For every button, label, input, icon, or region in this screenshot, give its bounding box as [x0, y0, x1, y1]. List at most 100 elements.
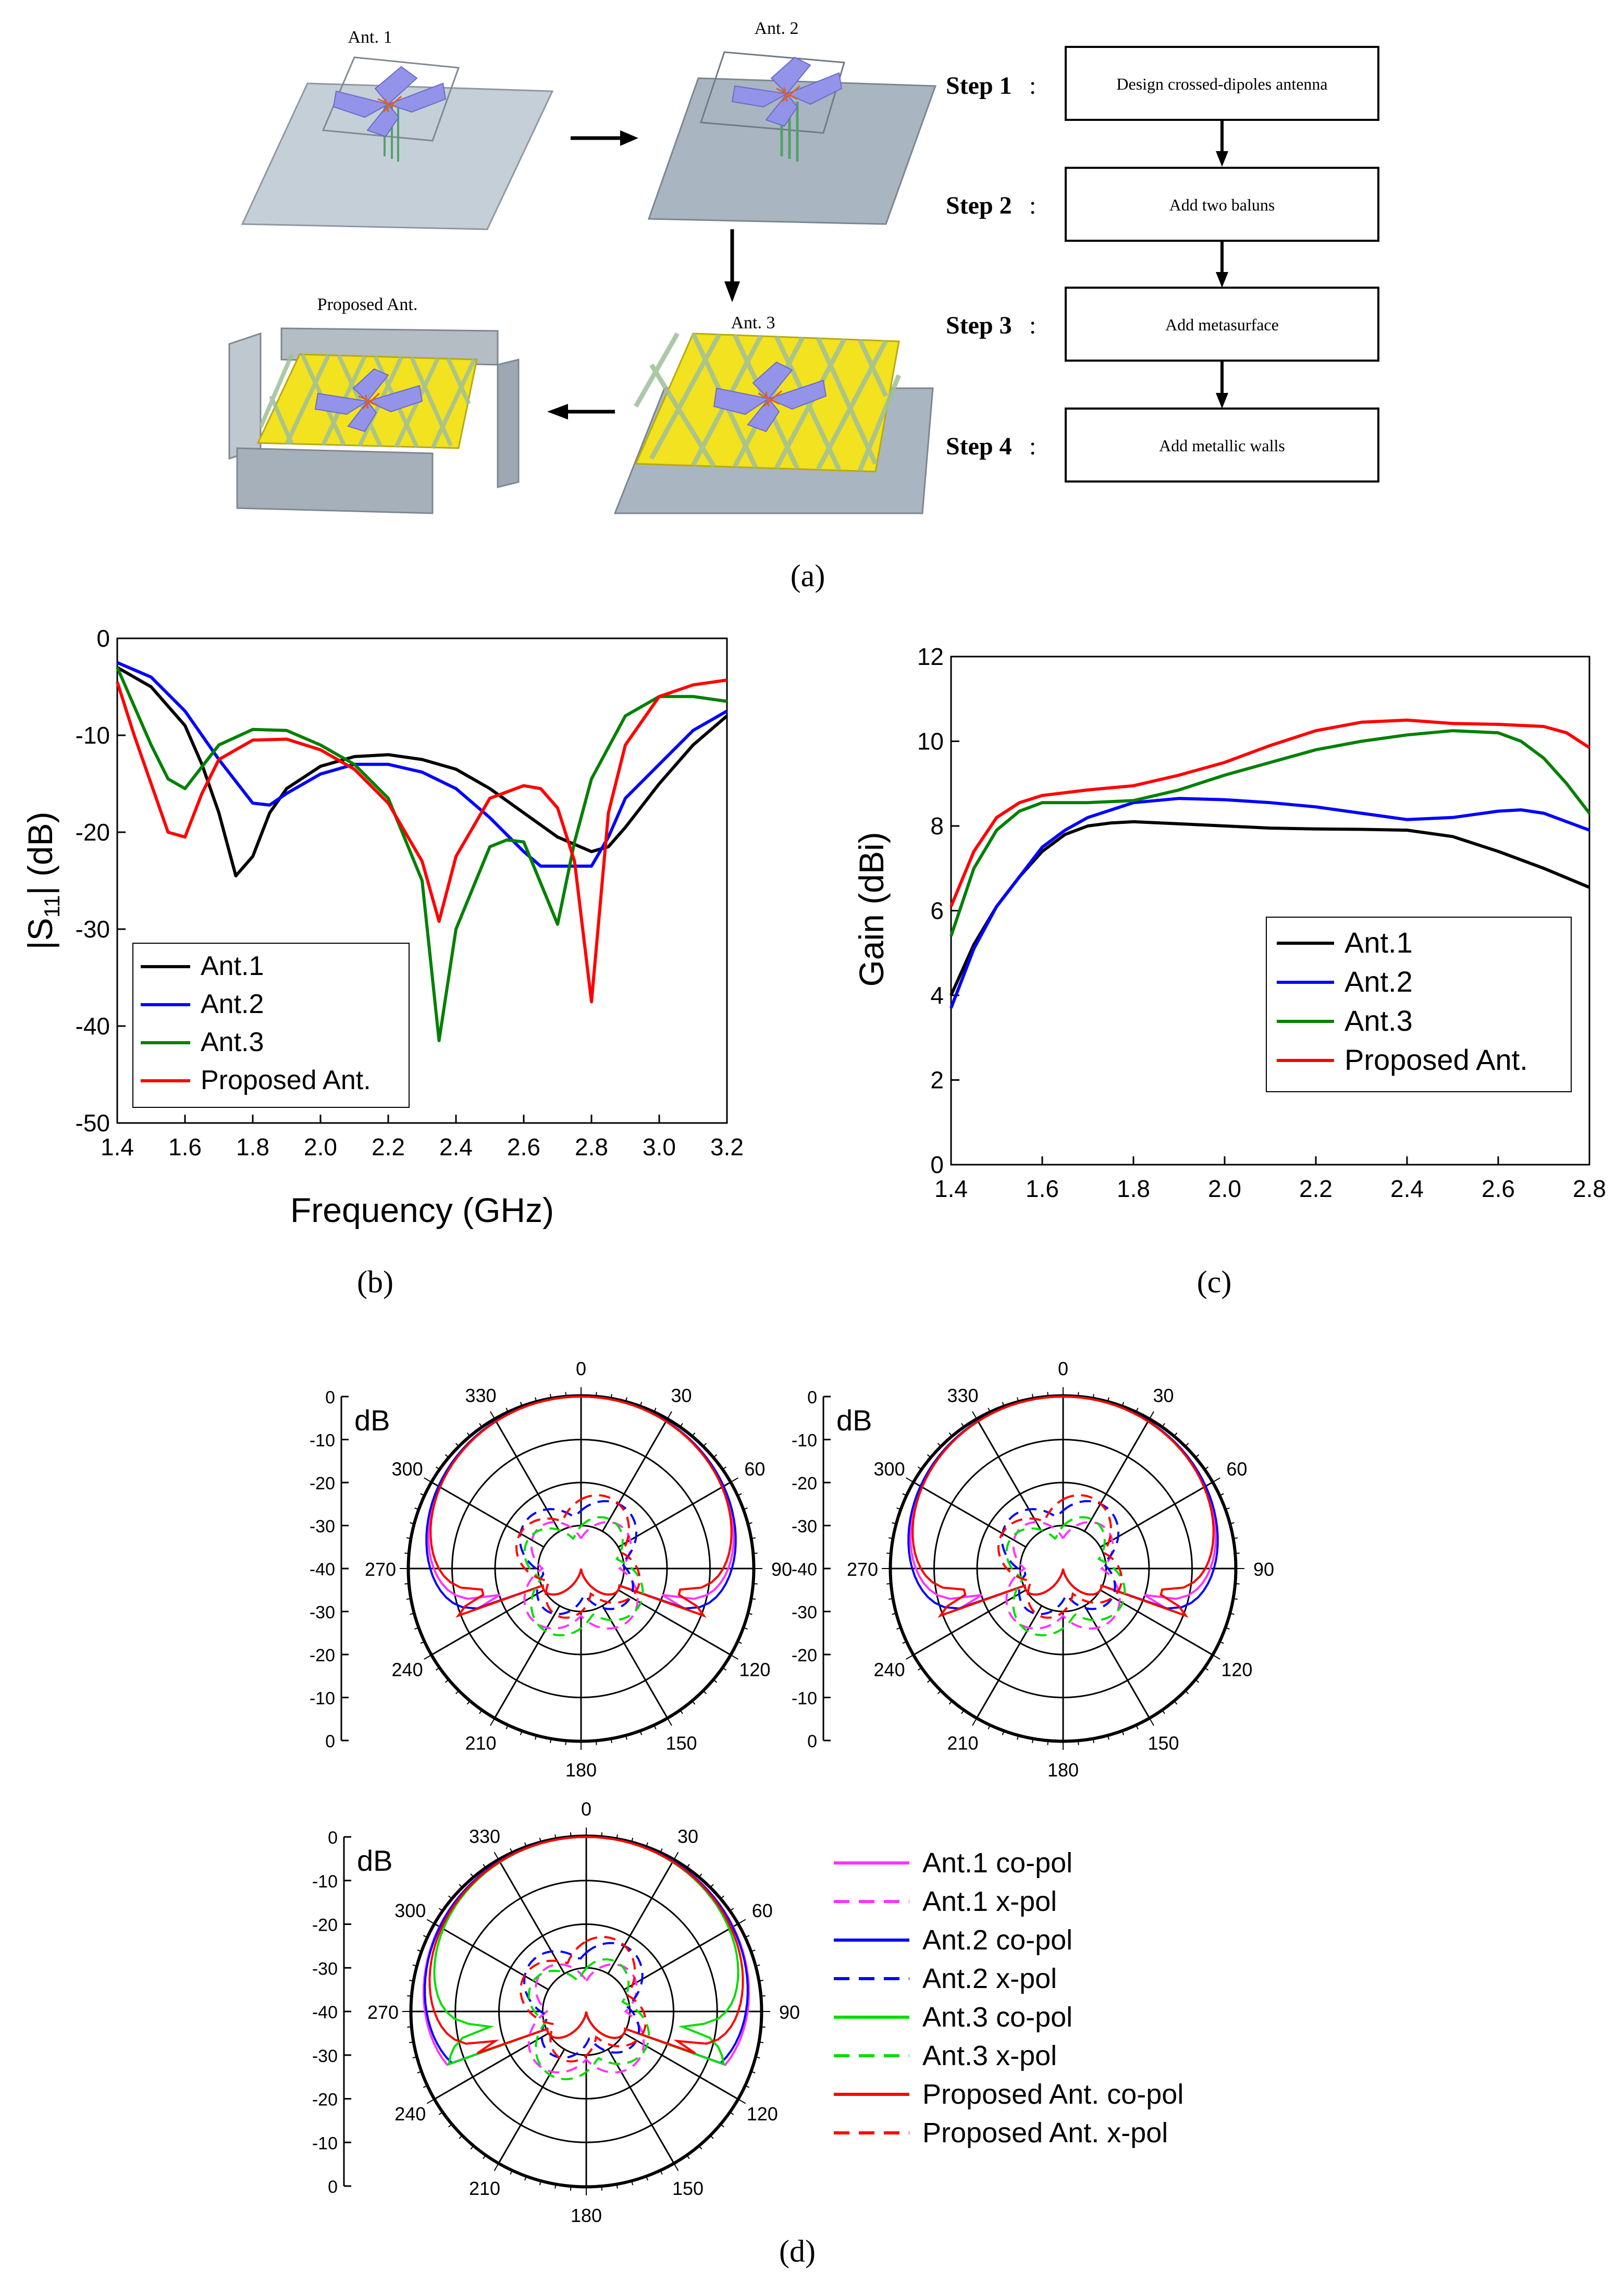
x-tick-label: 1.8 — [236, 1133, 269, 1161]
polar-angle-tick — [659, 2169, 663, 2175]
step-3-label: Step 3 — [946, 312, 1012, 339]
polar-r-label: -20 — [792, 1646, 817, 1665]
polar-angle-tick — [631, 2180, 634, 2186]
arrow-down — [724, 229, 740, 302]
polar-angle-tick — [691, 1700, 696, 1705]
polar-r-label: -10 — [792, 1431, 817, 1451]
x-tick-label: 2.2 — [1299, 1175, 1333, 1202]
polar-angle-tick — [1218, 1640, 1224, 1644]
polar-angle-tick — [1092, 1393, 1095, 1400]
polar-angle-tick — [667, 1717, 672, 1726]
polar-spoke — [976, 1419, 1043, 1532]
polar-angle-tick — [470, 2144, 475, 2150]
polar-angle-tick — [1173, 1700, 1178, 1705]
polar-angle-tick — [730, 1654, 738, 1660]
polar-r-label: -30 — [312, 2046, 338, 2066]
polar-r-label: 0 — [807, 1388, 817, 1408]
polar-angle-tick — [535, 1734, 537, 1740]
polar-r-label: -10 — [312, 2133, 338, 2153]
step-3-colon: : — [1029, 312, 1036, 339]
x-tick-label: 2.6 — [507, 1133, 540, 1161]
polar-angle-tick — [1212, 1654, 1220, 1660]
polar-angle-tick — [1203, 1667, 1209, 1671]
s11-y-axis-label: |S11| (dB) — [21, 812, 64, 950]
polar-angle-tick — [1212, 1477, 1220, 1483]
polar-angle-tick — [426, 2098, 436, 2104]
arrow-left — [547, 404, 615, 419]
gain-legend-box — [1266, 917, 1572, 1092]
x-tick-label: 1.6 — [1026, 1175, 1059, 1202]
polar-angle-label: 210 — [465, 1732, 496, 1754]
polar-angle-tick — [535, 1397, 537, 1403]
polar-spoke — [498, 2048, 565, 2163]
polar-angle-tick — [616, 1834, 618, 1840]
series-line-ant-1 — [116, 666, 728, 878]
polar-angle-label: 30 — [671, 1385, 692, 1406]
polar-spoke — [494, 1419, 561, 1532]
polar-angle-tick — [625, 1397, 627, 1403]
x-tick-label: 1.6 — [168, 1133, 202, 1161]
y-tick-label: -10 — [76, 722, 110, 749]
polar-angle-tick — [423, 1935, 428, 1939]
polar-angle-tick — [988, 1724, 991, 1730]
polar-angle-tick — [892, 1612, 897, 1615]
polar-angle-tick — [409, 1980, 415, 1982]
polar-angle-tick — [412, 2056, 418, 2059]
step-2-label: Step 2 — [946, 192, 1012, 219]
polar-angle-tick — [494, 2162, 500, 2171]
polar-angle-label: 0 — [1058, 1358, 1068, 1379]
polar-angle-tick — [1194, 1678, 1200, 1683]
polar-angle-tick — [1017, 1397, 1019, 1403]
flowchart: Step 1 : Design crossed-dipoles antenna … — [946, 46, 1379, 483]
polar-angle-tick — [1107, 1397, 1109, 1403]
polar-angle-tick — [758, 2041, 763, 2043]
polar-angle-tick — [673, 1851, 679, 1861]
polar-spoke — [607, 1860, 674, 1974]
step-2-colon: : — [1029, 192, 1036, 219]
polar-angle-tick — [730, 1477, 738, 1483]
series-line-proposed-ant — [949, 718, 1590, 907]
polar-angle-tick — [494, 1851, 500, 1861]
polar-angle-tick — [420, 1640, 426, 1644]
polar-angle-tick — [409, 2041, 415, 2043]
polar-angle-tick — [1047, 1739, 1049, 1745]
proposed-drawing: Proposed Ant. — [228, 295, 520, 514]
polar-angle-tick — [510, 2169, 513, 2175]
gain-series — [949, 718, 1591, 1009]
s11-ylabel-tail: | (dB) — [21, 812, 59, 895]
polar-angle-label: 90 — [1253, 1559, 1274, 1580]
polar-spoke — [601, 1419, 668, 1532]
polar-angle-label: 240 — [394, 2103, 426, 2125]
ant2-substrate — [699, 51, 845, 134]
polar-r-label: 0 — [325, 1388, 335, 1408]
polar-angle-tick — [972, 1717, 978, 1726]
series-line-ant-3 — [116, 666, 727, 1042]
polar-angle-tick — [1229, 1522, 1235, 1525]
series-line-ant-2 — [949, 797, 1590, 1009]
s11-ylabel-main: |S — [21, 918, 59, 949]
polar-angle-label: 120 — [1221, 1659, 1252, 1681]
polar-angle-tick — [554, 2183, 557, 2189]
polar-angle-label: 210 — [947, 1732, 978, 1754]
panel-b-label: (b) — [357, 1265, 393, 1299]
polar-angle-label: 270 — [365, 1559, 396, 1580]
polar-legend-label-ant-1-x-pol: Ant.1 x-pol — [922, 1886, 1057, 1917]
polar-legend-label-proposed-ant-x-pol: Proposed Ant. x-pol — [922, 2117, 1168, 2149]
polar-r-label: 0 — [325, 1732, 335, 1751]
polar-angle-tick — [729, 1908, 734, 1912]
step-1: Step 1 : Design crossed-dipoles antenna — [946, 46, 1379, 121]
polar-angle-tick — [961, 1423, 965, 1428]
polar-legend-label-ant-2-co-pol: Ant.2 co-pol — [922, 1924, 1072, 1956]
polar-angle-tick — [414, 1626, 420, 1630]
y-tick-label: 6 — [930, 897, 944, 924]
polar-angle-label: 30 — [677, 1825, 698, 1847]
step-4-colon: : — [1029, 433, 1036, 460]
polar-angle-tick — [1135, 1724, 1139, 1730]
s11-x-axis-label: Frequency (GHz) — [290, 1191, 554, 1229]
x-tick-label: 3.2 — [710, 1133, 744, 1161]
polar-angle-label: 90 — [779, 2002, 800, 2023]
ant2-crossed-dipoles — [731, 56, 843, 127]
polar-angle-tick — [510, 1848, 513, 1854]
polar-r-label: -30 — [310, 1517, 335, 1537]
polar-angle-tick — [595, 1739, 597, 1745]
